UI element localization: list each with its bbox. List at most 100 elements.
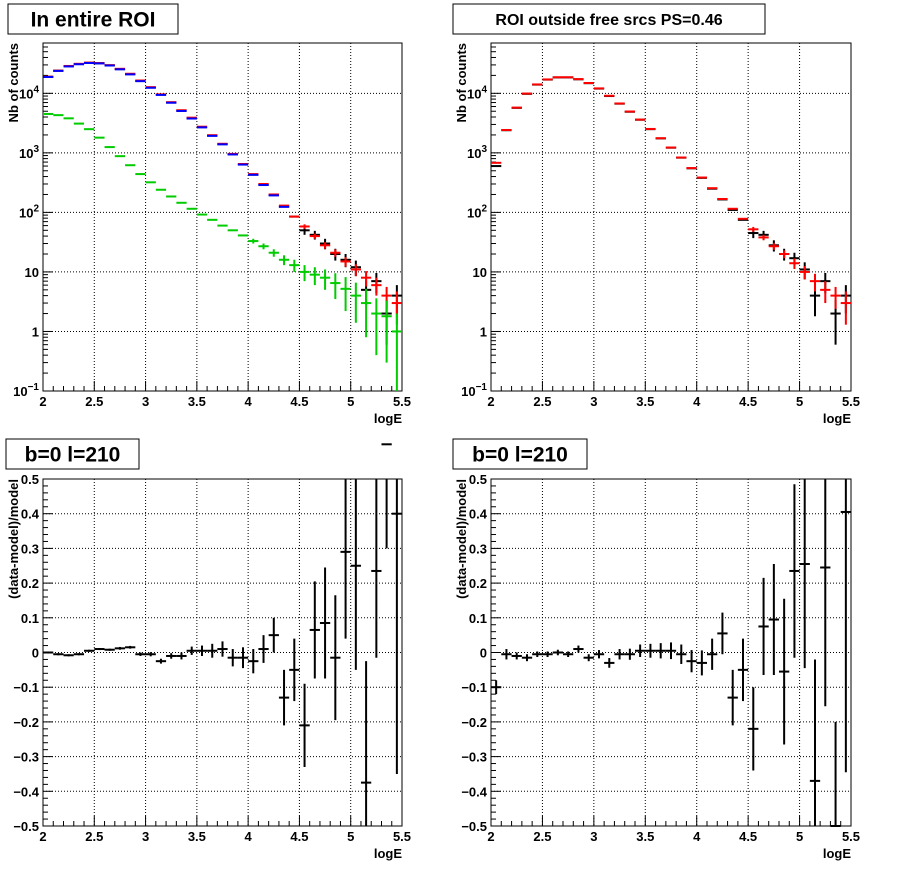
x-axis-title: logE: [823, 411, 851, 426]
data-point: [84, 649, 95, 652]
data-point: [299, 265, 310, 282]
x-tick-label: 2.5: [533, 394, 551, 409]
x-tick-label: 4: [693, 829, 701, 844]
data-point: [542, 651, 553, 658]
y-tick-label: −0.3: [461, 750, 487, 765]
y-tick-label: 0.3: [469, 541, 487, 556]
x-tick-label: 2.5: [85, 829, 103, 844]
data-point: [196, 645, 208, 656]
x-tick-label: 5: [347, 829, 354, 844]
y-tick-label: −0.5: [461, 819, 487, 834]
data-point: [573, 645, 584, 653]
x-tick-label: 3: [142, 829, 149, 844]
data-point: [371, 479, 382, 658]
panel-counts-entire-roi: 2 2.5 3 3.5 4 4.5 5 5.5 10−1 1 10 102 103 104 logE Nb o…: [6, 3, 411, 426]
data-point: [319, 242, 331, 249]
data-point: [820, 281, 831, 304]
chart-title: b=0 l=210: [472, 444, 568, 467]
data-point: [758, 577, 769, 676]
y-tick-label: 102: [467, 203, 487, 220]
data-point: [350, 264, 361, 277]
chart-title: ROI outside free srcs PS=0.46: [495, 12, 722, 29]
data-point: [799, 266, 810, 280]
series: [491, 479, 851, 827]
data-point: [289, 638, 300, 702]
data-point: [248, 649, 259, 674]
x-tick-label: 5: [347, 394, 354, 409]
panel-counts-roi-outside-srcs: 2 2.5 3 3.5 4 4.5 5 5.5 10−1 1 10 102 103 104 logE Nb o…: [452, 3, 860, 426]
y-tick-label: 10−1: [13, 382, 39, 399]
data-point: [789, 484, 800, 658]
data-point: [604, 658, 615, 668]
y-axis-title: Nb of counts: [454, 43, 469, 122]
y-tick-label: 10: [473, 265, 487, 280]
x-tick-label: 5.5: [393, 829, 411, 844]
data-point: [299, 683, 310, 768]
data-point: [789, 258, 800, 269]
data-point: [330, 249, 341, 257]
data-point: [501, 649, 512, 660]
data-point: [371, 277, 382, 296]
data-point: [583, 654, 594, 662]
data-point: [511, 652, 522, 660]
panel-residual-right: 2 2.5 3 3.5 4 4.5 5 5.5 −0.5 −0.4 −0.3 −0.2 −0.1 0 0.1…: [452, 438, 860, 861]
data-point: [330, 595, 341, 721]
data-point: [665, 642, 677, 660]
data-point: [676, 644, 687, 664]
x-tick-label: 5.5: [842, 829, 860, 844]
y-tick-label: 0.1: [21, 611, 39, 626]
data-point: [319, 567, 331, 679]
data-point: [104, 648, 115, 651]
data-point: [748, 226, 759, 232]
y-tick-label: 0.5: [469, 472, 487, 487]
data-point: [686, 650, 697, 673]
y-tick-label: 1: [480, 324, 487, 339]
x-tick-label: 4.5: [739, 394, 757, 409]
title-box: [7, 3, 179, 35]
data-point: [145, 652, 156, 657]
x-tick-label: 2: [487, 829, 494, 844]
data-point: [381, 443, 392, 549]
y-tick-label: −0.4: [461, 784, 487, 799]
chart-title: b=0 l=210: [25, 444, 121, 467]
x-tick-label: 4.5: [739, 829, 757, 844]
series: [491, 76, 851, 325]
data-point: [360, 288, 372, 338]
series: [43, 112, 402, 391]
data-point: [624, 648, 635, 660]
data-point: [340, 257, 351, 267]
x-tick-label: 2.5: [533, 829, 551, 844]
data-point: [758, 234, 769, 241]
x-axis-title: logE: [374, 846, 402, 861]
data-point: [155, 658, 167, 664]
x-tick-label: 5: [796, 394, 803, 409]
data-point: [330, 273, 341, 300]
data-point: [340, 277, 351, 312]
data-point: [717, 612, 728, 655]
data-point: [820, 479, 831, 707]
x-tick-label: 5: [796, 829, 803, 844]
data-point: [237, 647, 249, 669]
data-point: [176, 652, 187, 660]
x-tick-label: 5.5: [842, 394, 860, 409]
data-point: [43, 651, 54, 654]
plot-frame: [490, 42, 852, 392]
data-point: [350, 479, 361, 670]
data-point: [258, 635, 269, 663]
data-point: [371, 298, 382, 356]
data-point: [614, 649, 625, 660]
data-point: [809, 273, 821, 292]
x-tick-label: 5.5: [393, 394, 411, 409]
x-tick-label: 3: [142, 394, 149, 409]
data-point: [532, 651, 543, 658]
data-point: [391, 313, 402, 391]
y-tick-label: 0.4: [21, 507, 40, 522]
y-tick-label: 104: [19, 84, 39, 101]
title-box: [452, 438, 588, 470]
data-point: [360, 271, 372, 287]
y-tick-label: 0.3: [21, 541, 39, 556]
data-point: [309, 233, 320, 239]
y-tick-label: −0.5: [13, 819, 39, 834]
data-point: [248, 238, 259, 244]
